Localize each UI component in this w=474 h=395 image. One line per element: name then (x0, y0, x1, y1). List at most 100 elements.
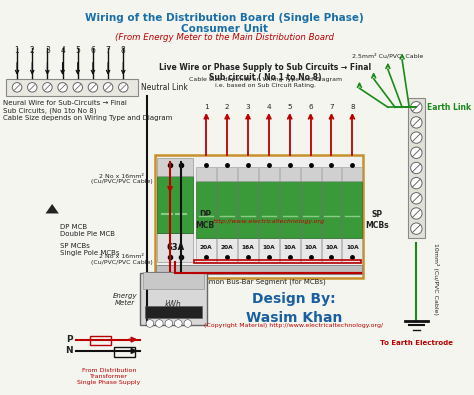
Text: 8: 8 (350, 104, 355, 110)
Text: Common Bus-Bar Segment (for MCBs): Common Bus-Bar Segment (for MCBs) (192, 278, 325, 285)
Circle shape (12, 83, 22, 92)
Text: 10A: 10A (325, 245, 338, 250)
Bar (157, 233, 193, 262)
Text: 63A: 63A (166, 243, 184, 252)
Circle shape (184, 320, 191, 327)
Circle shape (118, 83, 128, 92)
Circle shape (174, 320, 182, 327)
Circle shape (88, 83, 98, 92)
Bar (155, 155, 363, 278)
Circle shape (58, 83, 67, 92)
Text: Design By:
Wasim Khan: Design By: Wasim Khan (246, 292, 342, 325)
Text: From Distribution
Transformer
Single Phase Supply: From Distribution Transformer Single Pha… (77, 368, 141, 385)
Bar (238, 167, 258, 181)
Bar (280, 181, 300, 238)
Bar (157, 177, 193, 233)
Text: DP
MCB: DP MCB (195, 211, 215, 230)
Bar (301, 238, 320, 262)
Circle shape (410, 132, 422, 143)
Text: To Earth Electrode: To Earth Electrode (380, 340, 453, 346)
Bar (321, 167, 341, 181)
Text: 3: 3 (45, 45, 50, 55)
Bar (301, 167, 320, 181)
Bar (342, 181, 362, 238)
Bar (342, 238, 362, 262)
Text: Cable Size depends on Wiring Type and Diagram
i.e. based on Sub Circuit Rating.: Cable Size depends on Wiring Type and Di… (189, 77, 342, 88)
Text: Neutral Link: Neutral Link (141, 83, 188, 92)
Circle shape (165, 320, 173, 327)
Circle shape (410, 208, 422, 219)
Text: Consumer Unit: Consumer Unit (181, 24, 268, 34)
Text: Earth Link: Earth Link (427, 103, 471, 112)
Circle shape (410, 102, 422, 113)
Text: 2 No x 16mm²
(Cu/PVC/PVC Cable): 2 No x 16mm² (Cu/PVC/PVC Cable) (91, 254, 153, 265)
Circle shape (103, 83, 113, 92)
Bar (342, 167, 362, 181)
Bar (259, 181, 279, 238)
Bar (217, 238, 237, 262)
Text: http://www.electricaltechnology.org: http://www.electricaltechnology.org (212, 218, 325, 224)
Bar (217, 167, 237, 181)
Bar (196, 181, 216, 238)
Bar (238, 181, 258, 238)
Text: 10A: 10A (263, 245, 275, 250)
Text: SP
MCBs: SP MCBs (365, 211, 389, 230)
Bar (321, 238, 341, 262)
Text: 2: 2 (225, 104, 229, 110)
Circle shape (73, 83, 82, 92)
Circle shape (410, 177, 422, 189)
Circle shape (410, 162, 422, 174)
Text: P: P (66, 335, 73, 344)
Text: 2: 2 (30, 45, 35, 55)
Polygon shape (46, 204, 59, 213)
Text: 7: 7 (329, 104, 334, 110)
Bar (143, 272, 204, 290)
Bar (301, 181, 320, 238)
Circle shape (43, 83, 52, 92)
Circle shape (410, 117, 422, 128)
Text: kWh: kWh (165, 300, 182, 309)
Bar (217, 181, 237, 238)
Text: 1: 1 (15, 45, 19, 55)
Bar (194, 260, 361, 263)
Bar (259, 238, 279, 262)
Text: 10mm² (Cu/PVC Cable): 10mm² (Cu/PVC Cable) (433, 243, 439, 315)
Text: SP MCBs
Single Pole MCBs: SP MCBs Single Pole MCBs (60, 243, 119, 256)
Bar (321, 181, 341, 238)
Circle shape (146, 320, 154, 327)
Text: 6: 6 (308, 104, 313, 110)
Text: 20A: 20A (200, 245, 212, 250)
Text: 10A: 10A (283, 245, 296, 250)
Circle shape (27, 83, 37, 92)
Text: Energy
Meter: Energy Meter (113, 293, 137, 306)
Circle shape (410, 193, 422, 204)
Text: 20A: 20A (221, 245, 234, 250)
Bar (280, 167, 300, 181)
Text: 4: 4 (266, 104, 271, 110)
Text: N: N (65, 346, 73, 356)
Bar (6, 79, 138, 96)
Text: 5: 5 (287, 104, 292, 110)
Text: 5: 5 (75, 45, 80, 55)
Text: (From Energy Meter to the Main Distribution Board: (From Energy Meter to the Main Distribut… (115, 33, 334, 42)
Bar (155, 265, 362, 274)
Text: DP MCB
Double Ple MCB: DP MCB Double Ple MCB (60, 224, 115, 237)
Text: 1: 1 (204, 104, 209, 110)
Bar (280, 238, 300, 262)
Bar (408, 98, 425, 238)
Text: 10A: 10A (304, 245, 317, 250)
Circle shape (410, 223, 422, 234)
Bar (114, 347, 135, 357)
Bar (90, 336, 111, 345)
Bar (140, 273, 207, 325)
Circle shape (410, 147, 422, 158)
Bar (196, 167, 216, 181)
Text: Live Wire or Phase Supply to Sub Circuits → Final
Sub circuit ( No 1 to No 8): Live Wire or Phase Supply to Sub Circuit… (159, 63, 372, 82)
Text: 2.5mm² Cu/PVC  Cable: 2.5mm² Cu/PVC Cable (352, 53, 424, 59)
Circle shape (155, 320, 163, 327)
Bar (157, 158, 193, 177)
Bar (196, 238, 216, 262)
Bar (145, 307, 202, 318)
Text: 4: 4 (60, 45, 65, 55)
Bar (238, 238, 258, 262)
